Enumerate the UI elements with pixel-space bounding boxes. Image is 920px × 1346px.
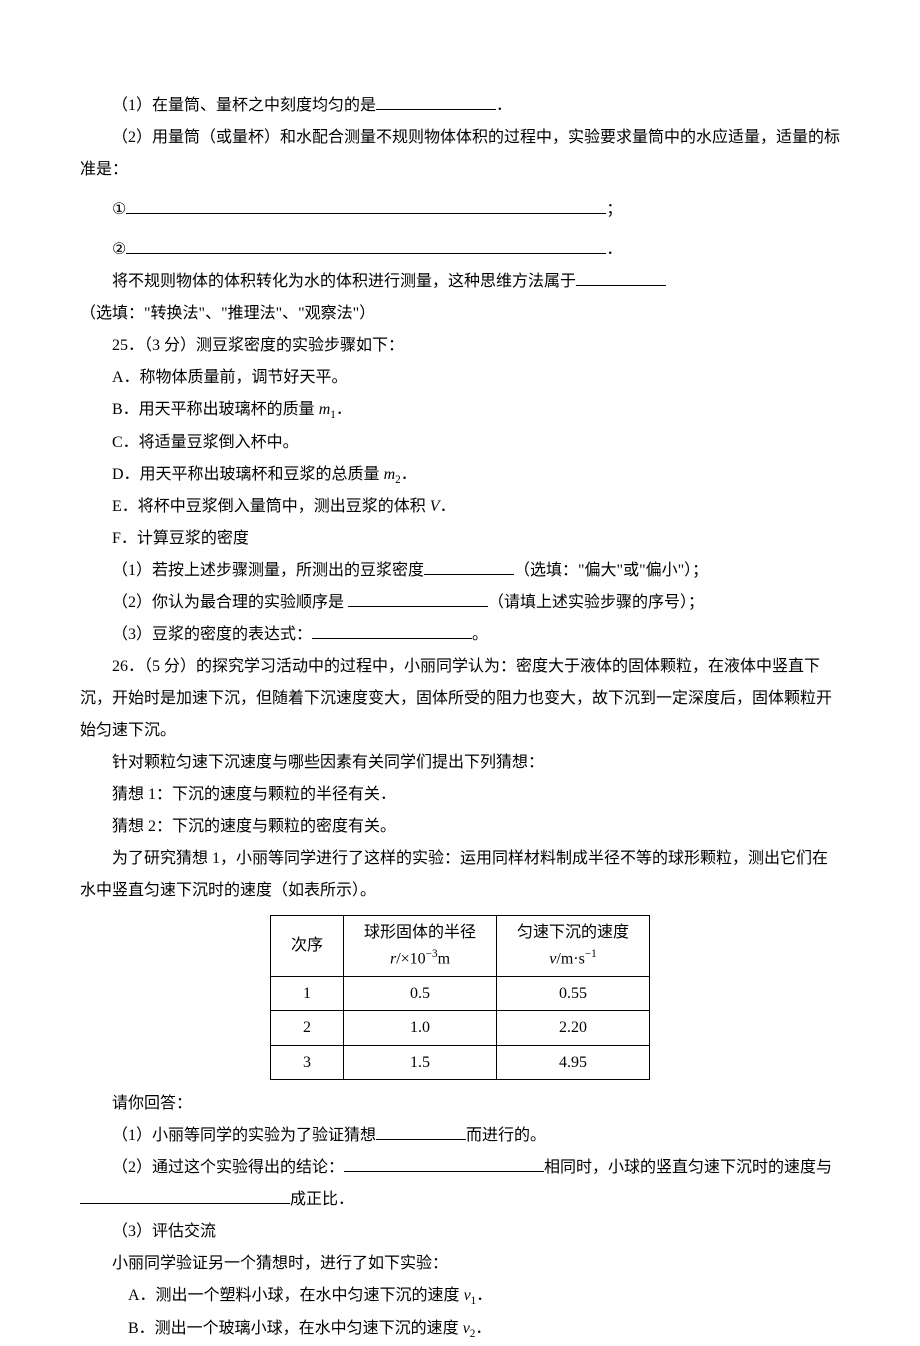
q26-g2: 猜想 2：下沉的速度与颗粒的密度有关。 [80,811,840,843]
th-seq: 次序 [270,916,343,977]
q26-sub1: （1）小丽等同学的实验为了验证猜想 而进行的。 [80,1120,840,1152]
q24-circ1: ①； [80,194,840,226]
q25-optE-prefix: E．将杯中豆浆倒入量筒中，测出豆浆的体积 [112,498,430,515]
table-header-row: 次序 球形固体的半径 r/×10−3m 匀速下沉的速度 v/m·s−1 [270,916,649,977]
blank [126,235,606,254]
q26-g1: 猜想 1：下沉的速度与颗粒的半径有关． [80,779,840,811]
q25-sub1: （1）若按上述步骤测量，所测出的豆浆密度 （选填："偏大"或"偏小"）； [80,555,840,587]
sup-neg1: −1 [585,948,597,960]
q25-sub1-suffix: （选填："偏大"或"偏小"）； [514,562,708,579]
th-radius-suffix: m [438,950,450,967]
q26-optB: B．测出一个玻璃小球，在水中匀速下沉的速度 v2． [80,1313,840,1346]
blank [424,556,514,575]
sup-neg3: −3 [426,948,438,960]
var-V: V [430,498,440,515]
q25-optD: D．用天平称出玻璃杯和豆浆的总质量 m2． [80,459,840,492]
blank [376,1121,466,1140]
q26-optA: A．测出一个塑料小球，在水中匀速下沉的速度 v1． [80,1280,840,1313]
cell: 1.0 [343,1011,496,1046]
q26-sub2-mid: 相同时，小球的竖直匀速下沉时的速度与 [544,1159,832,1176]
q26-sub1-suffix: 而进行的。 [466,1127,546,1144]
q25-sub2-prefix: （2）你认为最合理的实验顺序是 [112,594,348,611]
q26-optA-suffix: ． [476,1287,492,1304]
q26-sub2-suffix: 成正比． [290,1191,354,1208]
document-body: （1）在量筒、量杯之中刻度均匀的是 ． （2）用量筒（或量杯）和水配合测量不规则物… [80,90,840,1346]
q25-optD-suffix: ． [401,466,417,483]
q25-optE: E．将杯中豆浆倒入量筒中，测出豆浆的体积 V． [80,491,840,523]
q25-sub3-suffix: 。 [472,626,488,643]
blank [312,620,472,639]
q25-optF: F．计算豆浆的密度 [80,523,840,555]
var-m: m [319,401,331,418]
q25-sub2-suffix: （请填上述实验步骤的序号）； [488,594,704,611]
q24-p3-prefix: 将不规则物体的体积转化为水的体积进行测量，这种思维方法属于 [112,273,576,290]
cell: 0.55 [497,976,650,1011]
cell: 1 [270,976,343,1011]
q25-optB-suffix: ． [336,401,352,418]
q24-sub1-suffix: ． [496,97,512,114]
th-radius-line1: 球形固体的半径 [364,924,476,941]
th-velocity-line1: 匀速下沉的速度 [517,924,629,941]
q25-optB: B．用天平称出玻璃杯的质量 m1． [80,394,840,427]
data-table: 次序 球形固体的半径 r/×10−3m 匀速下沉的速度 v/m·s−1 1 0.… [270,915,650,1080]
table-row: 2 1.0 2.20 [270,1011,649,1046]
q25-intro: 25．（3 分）测豆浆密度的实验步骤如下： [80,330,840,362]
circ1-suffix: ； [606,201,622,218]
blank [376,91,496,110]
blank [80,1185,290,1204]
var-v: v [463,1320,470,1337]
q26-optA-prefix: A．测出一个塑料小球，在水中匀速下沉的速度 [128,1287,464,1304]
q25-sub3-prefix: （3）豆浆的密度的表达式： [112,626,312,643]
var-m: m [384,466,396,483]
circ1-prefix: ① [112,201,126,218]
q26-optB-prefix: B．测出一个玻璃小球，在水中匀速下沉的速度 [128,1320,463,1337]
q25-sub3: （3）豆浆的密度的表达式： 。 [80,619,840,651]
q25-sub1-prefix: （1）若按上述步骤测量，所测出的豆浆密度 [112,562,424,579]
q26-p3: 为了研究猜想 1，小丽等同学进行了这样的实验：运用同样材料制成半径不等的球形颗粒… [80,843,840,907]
q26-optB-suffix: ． [475,1320,491,1337]
blank [576,267,666,286]
cell: 2.20 [497,1011,650,1046]
q26-sub3: （3）评估交流 [80,1216,840,1248]
q25-optD-prefix: D．用天平称出玻璃杯和豆浆的总质量 [112,466,384,483]
cell: 4.95 [497,1045,650,1080]
q24-p3: 将不规则物体的体积转化为水的体积进行测量，这种思维方法属于 [80,266,840,298]
th-velocity: 匀速下沉的速度 v/m·s−1 [497,916,650,977]
circ2-prefix: ② [112,241,126,258]
q26-p5: 小丽同学验证另一个猜想时，进行了如下实验： [80,1248,840,1280]
q25-optB-prefix: B．用天平称出玻璃杯的质量 [112,401,319,418]
q26-intro: 26．（5 分）的探究学习活动中的过程中，小丽同学认为：密度大于液体的固体颗粒，… [80,651,840,747]
blank [348,588,488,607]
q26-p2: 针对颗粒匀速下沉速度与哪些因素有关同学们提出下列猜想： [80,747,840,779]
cell: 2 [270,1011,343,1046]
q24-sub2: （2）用量筒（或量杯）和水配合测量不规则物体体积的过程中，实验要求量筒中的水应适… [80,122,840,186]
cell: 0.5 [343,976,496,1011]
table-row: 1 0.5 0.55 [270,976,649,1011]
th-radius: 球形固体的半径 r/×10−3m [343,916,496,977]
q26-sub1-prefix: （1）小丽等同学的实验为了验证猜想 [112,1127,376,1144]
table-row: 3 1.5 4.95 [270,1045,649,1080]
circ2-suffix: ． [606,241,622,258]
th-radius-mid: /×10 [396,950,425,967]
q25-optA: A．称物体质量前，调节好天平。 [80,362,840,394]
cell: 1.5 [343,1045,496,1080]
q24-sub1: （1）在量筒、量杯之中刻度均匀的是 ． [80,90,840,122]
q25-optE-suffix: ． [440,498,456,515]
q25-sub2: （2）你认为最合理的实验顺序是 （请填上述实验步骤的序号）； [80,587,840,619]
q24-p3-cont: （选填："转换法"、"推理法"、"观察法"） [80,298,840,330]
blank [126,195,606,214]
q26-p4: 请你回答： [80,1088,840,1120]
q24-circ2: ②． [80,234,840,266]
q26-sub2: （2）通过这个实验得出的结论： 相同时，小球的竖直匀速下沉时的速度与成正比． [80,1152,840,1216]
q25-optC: C．将适量豆浆倒入杯中。 [80,427,840,459]
var-v: v [464,1287,471,1304]
th-velocity-mid: /m·s [556,950,584,967]
q24-sub1-prefix: （1）在量筒、量杯之中刻度均匀的是 [112,97,376,114]
q26-sub2-prefix: （2）通过这个实验得出的结论： [112,1159,344,1176]
cell: 3 [270,1045,343,1080]
blank [344,1153,544,1172]
